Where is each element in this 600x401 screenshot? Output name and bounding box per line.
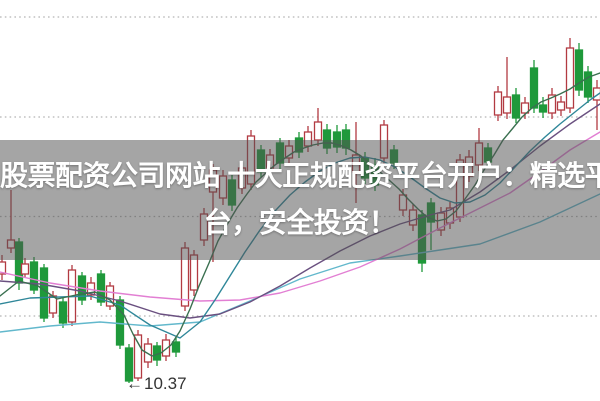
headline-band-overlay <box>0 140 600 260</box>
low-price-annotation: ←10.37 <box>126 375 187 392</box>
headline: 股票配资公司网站 十大正规配资平台开户：精选平 台，安全投资！ <box>0 152 600 246</box>
left-arrow-icon: ← <box>126 374 143 393</box>
headline-line-2: 台，安全投资！ <box>203 207 397 238</box>
low-price-value: 10.37 <box>144 374 187 393</box>
headline-line-1: 股票配资公司网站 十大正规配资平台开户：精选平 <box>0 160 600 191</box>
